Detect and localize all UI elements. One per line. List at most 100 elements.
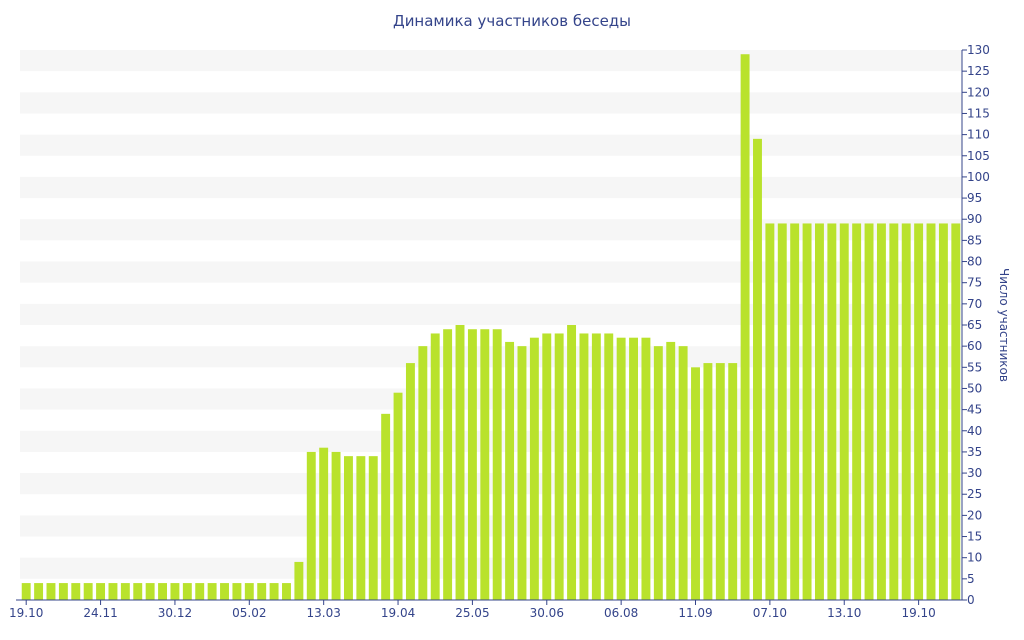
- y-tick-label: 45: [967, 403, 982, 417]
- bar: [876, 223, 886, 600]
- y-tick-label: 85: [967, 233, 982, 247]
- bar: [492, 329, 502, 600]
- bar: [753, 138, 762, 600]
- bar: [567, 325, 577, 600]
- bar: [319, 447, 329, 600]
- y-tick-label: 10: [967, 551, 982, 565]
- y-tick-label: 50: [967, 381, 982, 395]
- x-tick-label: 25.05: [455, 606, 489, 620]
- x-tick-label: 19.10: [9, 606, 43, 620]
- bar: [46, 583, 56, 600]
- bar: [666, 341, 676, 600]
- bar: [852, 223, 862, 600]
- grid-band: [20, 557, 962, 579]
- bar: [505, 341, 515, 600]
- bar: [58, 583, 68, 600]
- bar: [653, 346, 663, 600]
- bar: [220, 583, 229, 600]
- bar: [517, 346, 527, 600]
- bar: [864, 223, 874, 600]
- bar: [715, 363, 725, 600]
- bar: [282, 583, 291, 600]
- bar: [914, 223, 924, 600]
- bar: [83, 583, 93, 600]
- bar: [455, 325, 465, 600]
- y-tick-label: 110: [967, 128, 990, 142]
- bar: [294, 561, 304, 600]
- x-tick-label: 13.03: [306, 606, 340, 620]
- x-tick-label: 19.04: [381, 606, 415, 620]
- bar: [108, 583, 118, 600]
- y-tick-label: 115: [967, 106, 990, 120]
- bar: [616, 337, 626, 600]
- bar: [951, 223, 961, 600]
- bar-series: [21, 54, 961, 601]
- bar: [21, 583, 31, 600]
- x-tick-label: 30.12: [158, 606, 192, 620]
- y-tick-label: 80: [967, 255, 982, 269]
- bar: [554, 333, 564, 600]
- grid-band: [20, 50, 962, 72]
- bar: [368, 456, 378, 600]
- bar: [641, 337, 651, 600]
- bar: [443, 329, 453, 600]
- bar: [269, 583, 279, 600]
- bar: [542, 333, 552, 600]
- bar: [356, 456, 366, 600]
- bar: [381, 413, 391, 600]
- x-tick-label: 19.10: [901, 606, 935, 620]
- bar: [232, 583, 242, 600]
- x-tick-label: 24.11: [83, 606, 117, 620]
- y-tick-label: 120: [967, 85, 990, 99]
- bar: [207, 583, 217, 600]
- grid-band: [20, 134, 962, 156]
- bar: [901, 223, 911, 600]
- y-tick-label: 30: [967, 466, 982, 480]
- bar: [145, 583, 155, 600]
- bar: [331, 451, 341, 600]
- grid-band: [20, 430, 962, 452]
- bar: [344, 456, 353, 600]
- bar: [740, 54, 750, 601]
- y-tick-label: 90: [967, 212, 982, 226]
- bar: [926, 223, 936, 600]
- bar: [765, 223, 775, 600]
- x-tick-label: 30.06: [530, 606, 564, 620]
- bar: [244, 583, 254, 600]
- grid-band: [20, 261, 962, 283]
- bar: [629, 337, 638, 600]
- bar: [827, 223, 837, 600]
- grid-band: [20, 176, 962, 199]
- y-tick-label: 100: [967, 170, 990, 184]
- y-tick-label: 105: [967, 149, 990, 163]
- y-tick-label: 40: [967, 424, 982, 438]
- bar: [790, 223, 800, 600]
- bar: [591, 333, 601, 600]
- bar: [120, 583, 130, 600]
- x-tick-label: 13.10: [827, 606, 861, 620]
- bar: [96, 583, 106, 600]
- bar: [467, 329, 477, 600]
- y-tick-label: 0: [967, 593, 975, 607]
- bar: [728, 363, 738, 600]
- bar: [529, 337, 539, 600]
- y-tick-label: 70: [967, 297, 982, 311]
- grid-band: [20, 346, 962, 368]
- bar: [34, 583, 44, 600]
- bar: [306, 451, 316, 600]
- bar: [579, 333, 589, 600]
- bar: [158, 583, 167, 600]
- bar: [802, 223, 812, 600]
- x-tick-label: 05.02: [232, 606, 266, 620]
- bar: [839, 223, 849, 600]
- bar: [938, 223, 948, 600]
- bar: [777, 223, 787, 600]
- bar: [195, 583, 205, 600]
- bar: [405, 363, 415, 600]
- y-tick-label: 35: [967, 445, 982, 459]
- bar: [678, 346, 688, 600]
- grid-bands: [20, 50, 962, 579]
- bar: [418, 346, 428, 600]
- bar: [393, 392, 403, 600]
